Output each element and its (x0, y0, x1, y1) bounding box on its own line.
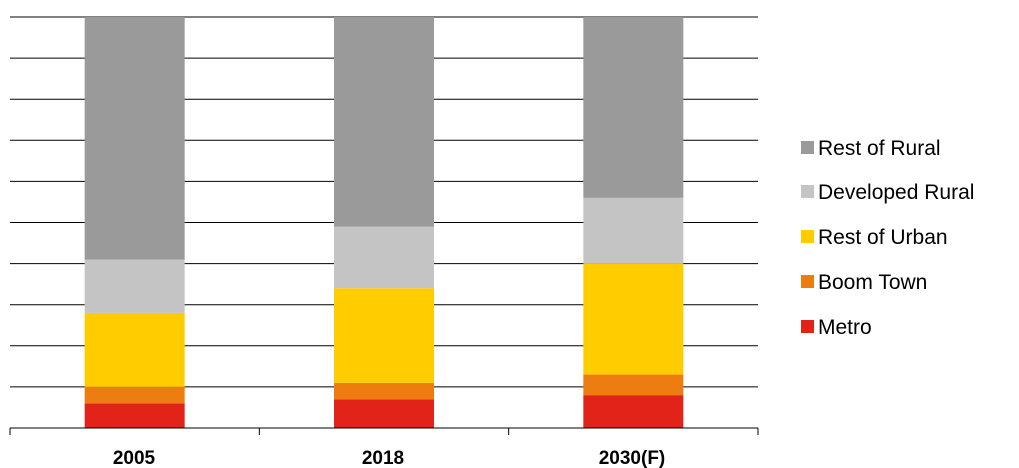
legend-label-rest-of-rural: Rest of Rural (818, 137, 941, 160)
x-tick-labels: 2005 2018 2030(F) (113, 448, 665, 468)
x-axis (9, 427, 759, 435)
bar-segment-boom-town (334, 382, 434, 400)
bar-segment-rest-of-urban (334, 288, 434, 383)
bar-segment-metro (334, 399, 434, 428)
x-tick-label: 2005 (113, 448, 156, 468)
bar-segment-boom-town (84, 386, 185, 404)
bar-segment-rest-of-rural (334, 17, 434, 227)
bar-segment-rest-of-urban (84, 312, 185, 387)
x-tick-label: 2030(F) (599, 448, 666, 468)
legend-label-metro: Metro (818, 316, 872, 339)
bar-segment-rest-of-rural (583, 17, 684, 198)
bar-segment-rest-of-rural (84, 17, 185, 260)
bar-segment-developed-rural (583, 197, 684, 264)
legend: Rest of Rural Developed Rural Rest of Ur… (801, 137, 974, 339)
bar-segment-developed-rural (84, 259, 185, 313)
bar-segment-metro (583, 395, 684, 428)
bar-segment-developed-rural (334, 226, 434, 289)
legend-swatch-rest-of-rural (801, 141, 814, 154)
legend-label-developed-rural: Developed Rural (818, 181, 974, 204)
bars (84, 17, 684, 428)
legend-swatch-metro (801, 320, 814, 333)
legend-label-rest-of-urban: Rest of Urban (818, 226, 948, 249)
legend-label-boom-town: Boom Town (818, 271, 927, 294)
legend-swatch-rest-of-urban (801, 230, 814, 243)
bar-segment-rest-of-urban (583, 263, 684, 375)
legend-swatch-boom-town (801, 275, 814, 288)
bar-segment-boom-town (583, 374, 684, 396)
bar-segment-metro (84, 403, 185, 428)
legend-swatch-developed-rural (801, 185, 814, 198)
x-tick-label: 2018 (362, 448, 404, 468)
